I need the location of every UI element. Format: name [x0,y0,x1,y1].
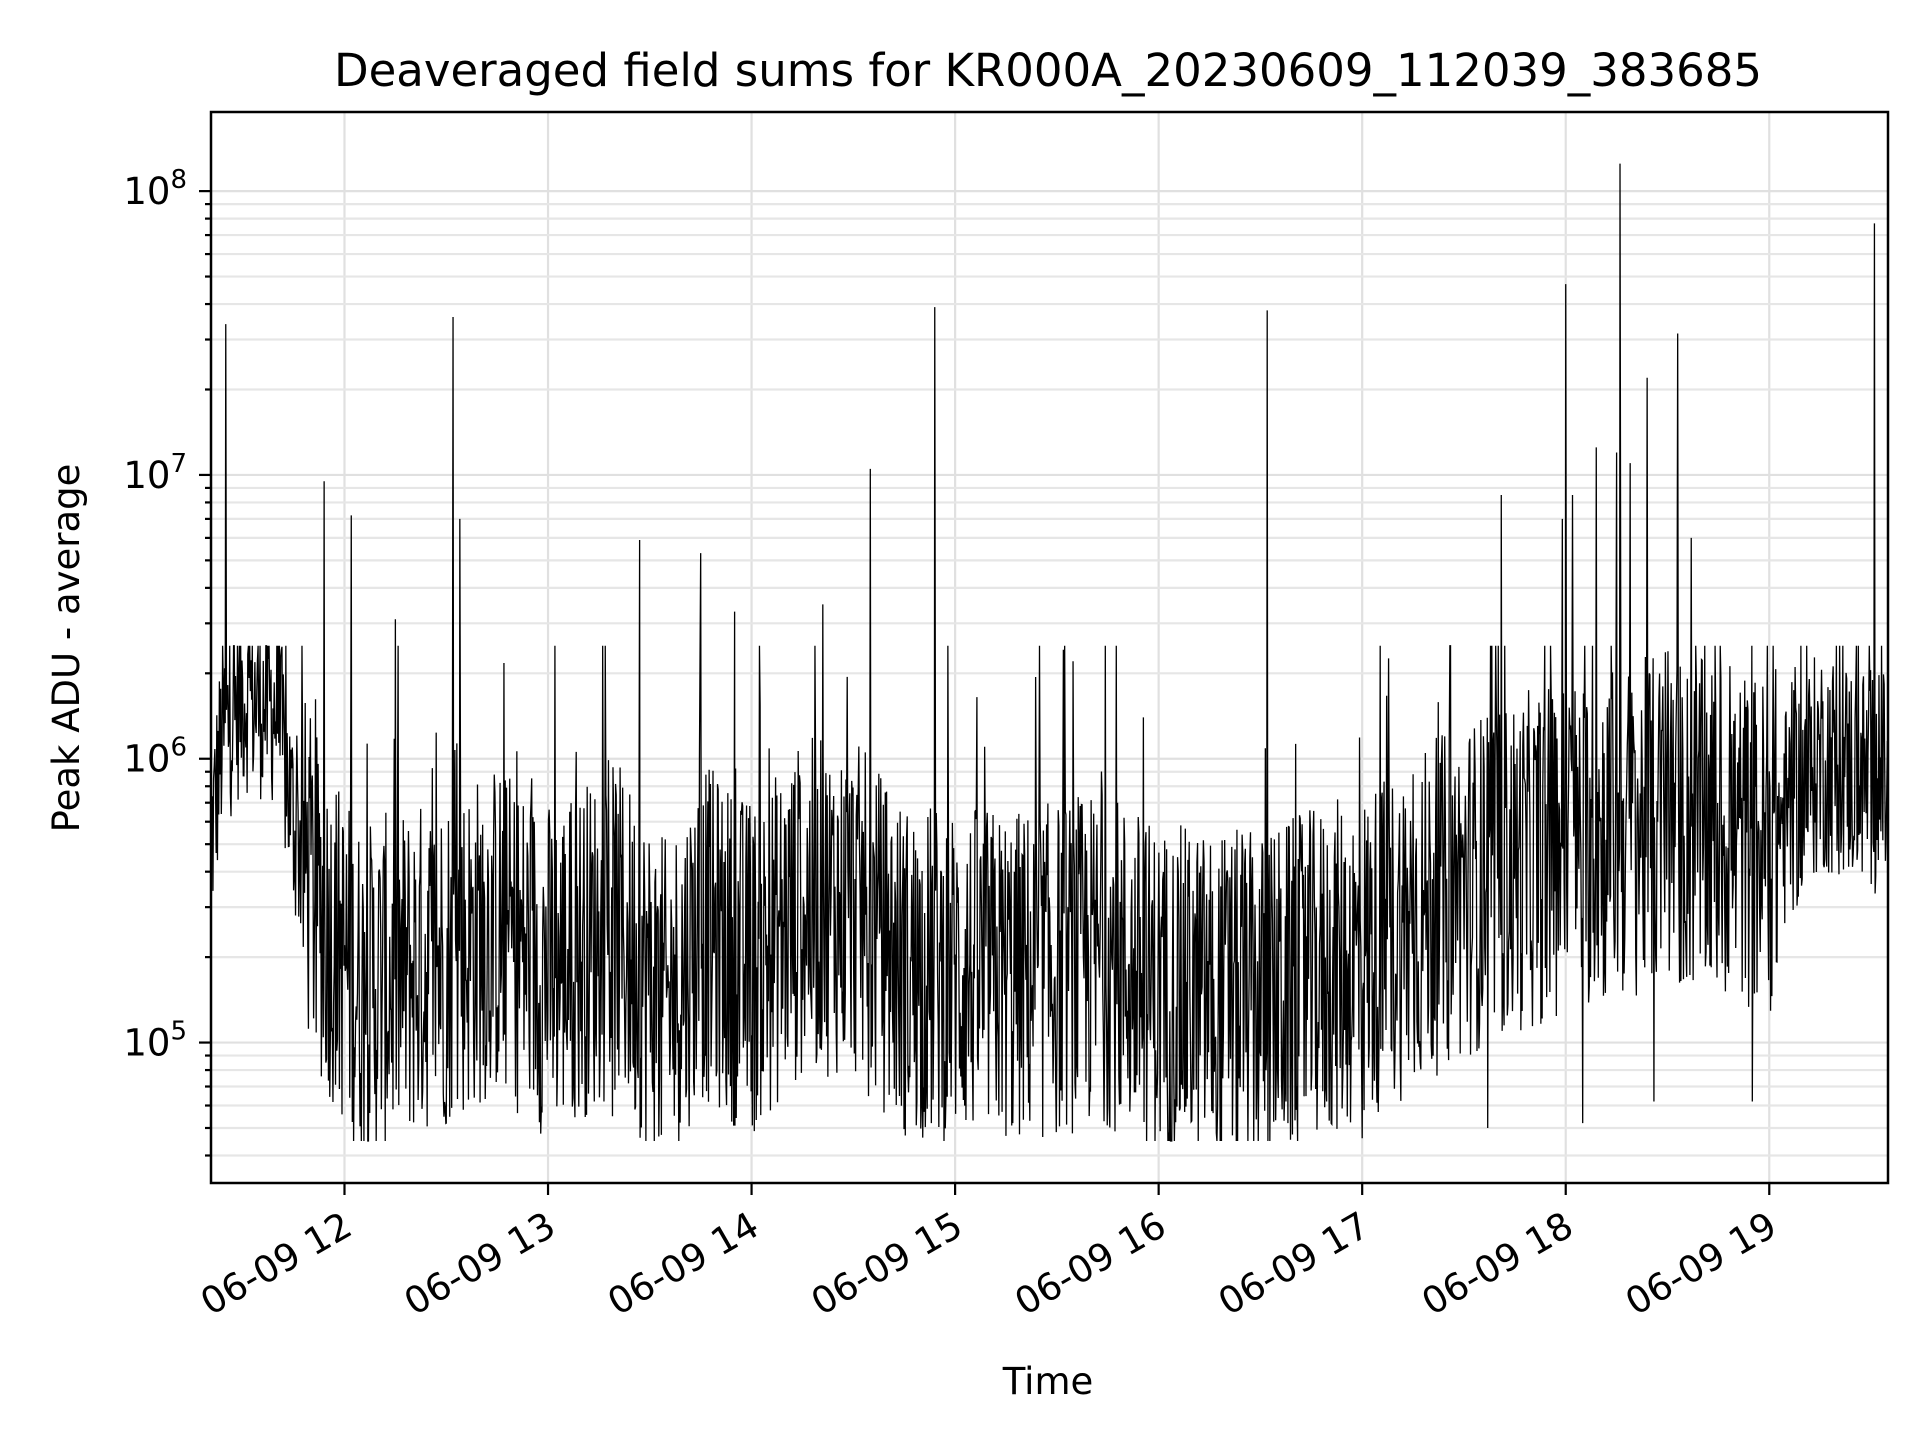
y-tick-label: 105 [123,1017,187,1065]
y-axis-label: Peak ADU - average [45,464,88,833]
x-tick-label: 06-09 15 [804,1204,970,1324]
x-tick-label: 06-09 19 [1618,1204,1784,1324]
x-tick-label: 06-09 13 [397,1204,563,1324]
x-tick-label: 06-09 14 [600,1204,766,1324]
series-layer [210,163,1889,1142]
y-tick-label: 107 [123,449,187,497]
x-tick-label: 06-09 16 [1008,1204,1174,1324]
chart-title: Deaveraged field sums for KR000A_2023060… [334,44,1762,97]
y-tick-label: 106 [123,733,187,781]
x-tick-label: 06-09 12 [193,1204,359,1324]
series-line [210,163,1889,1142]
plot-frame [209,110,1890,1185]
x-axis-label: Time [1002,1360,1094,1403]
x-tick-label: 06-09 18 [1415,1204,1581,1324]
x-tick-label: 06-09 17 [1211,1204,1377,1324]
y-tick-label: 108 [123,165,187,213]
